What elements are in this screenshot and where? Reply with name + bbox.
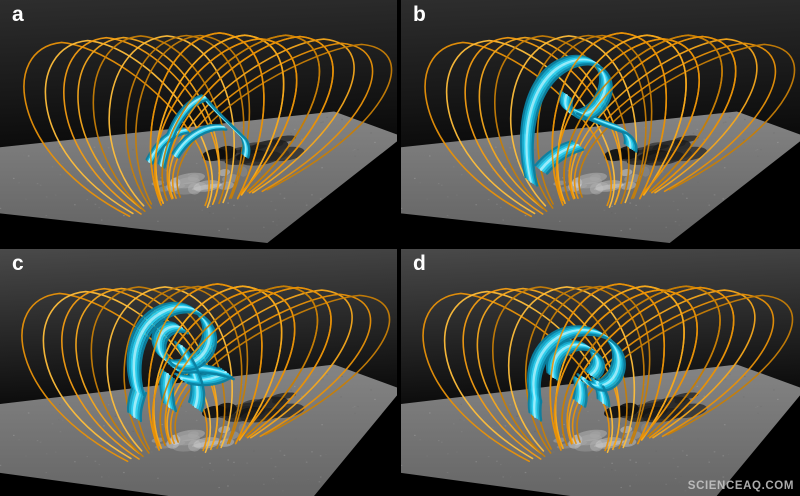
panel-label-d: d	[413, 252, 426, 275]
fieldline-scene-c	[0, 249, 397, 496]
panel-label-a: a	[12, 3, 24, 26]
fieldline-scene-d	[401, 249, 800, 496]
panel-label-b: b	[413, 3, 426, 26]
panel-label-c: c	[12, 252, 24, 275]
panel-d: d	[401, 249, 800, 496]
watermark: SCIENCEAQ.COM	[687, 480, 794, 492]
panel-b: b	[401, 0, 800, 245]
panel-a: a	[0, 0, 397, 245]
panel-c: c	[0, 249, 397, 496]
fieldline-scene-b	[401, 0, 800, 245]
fieldline-scene-a	[0, 0, 397, 245]
